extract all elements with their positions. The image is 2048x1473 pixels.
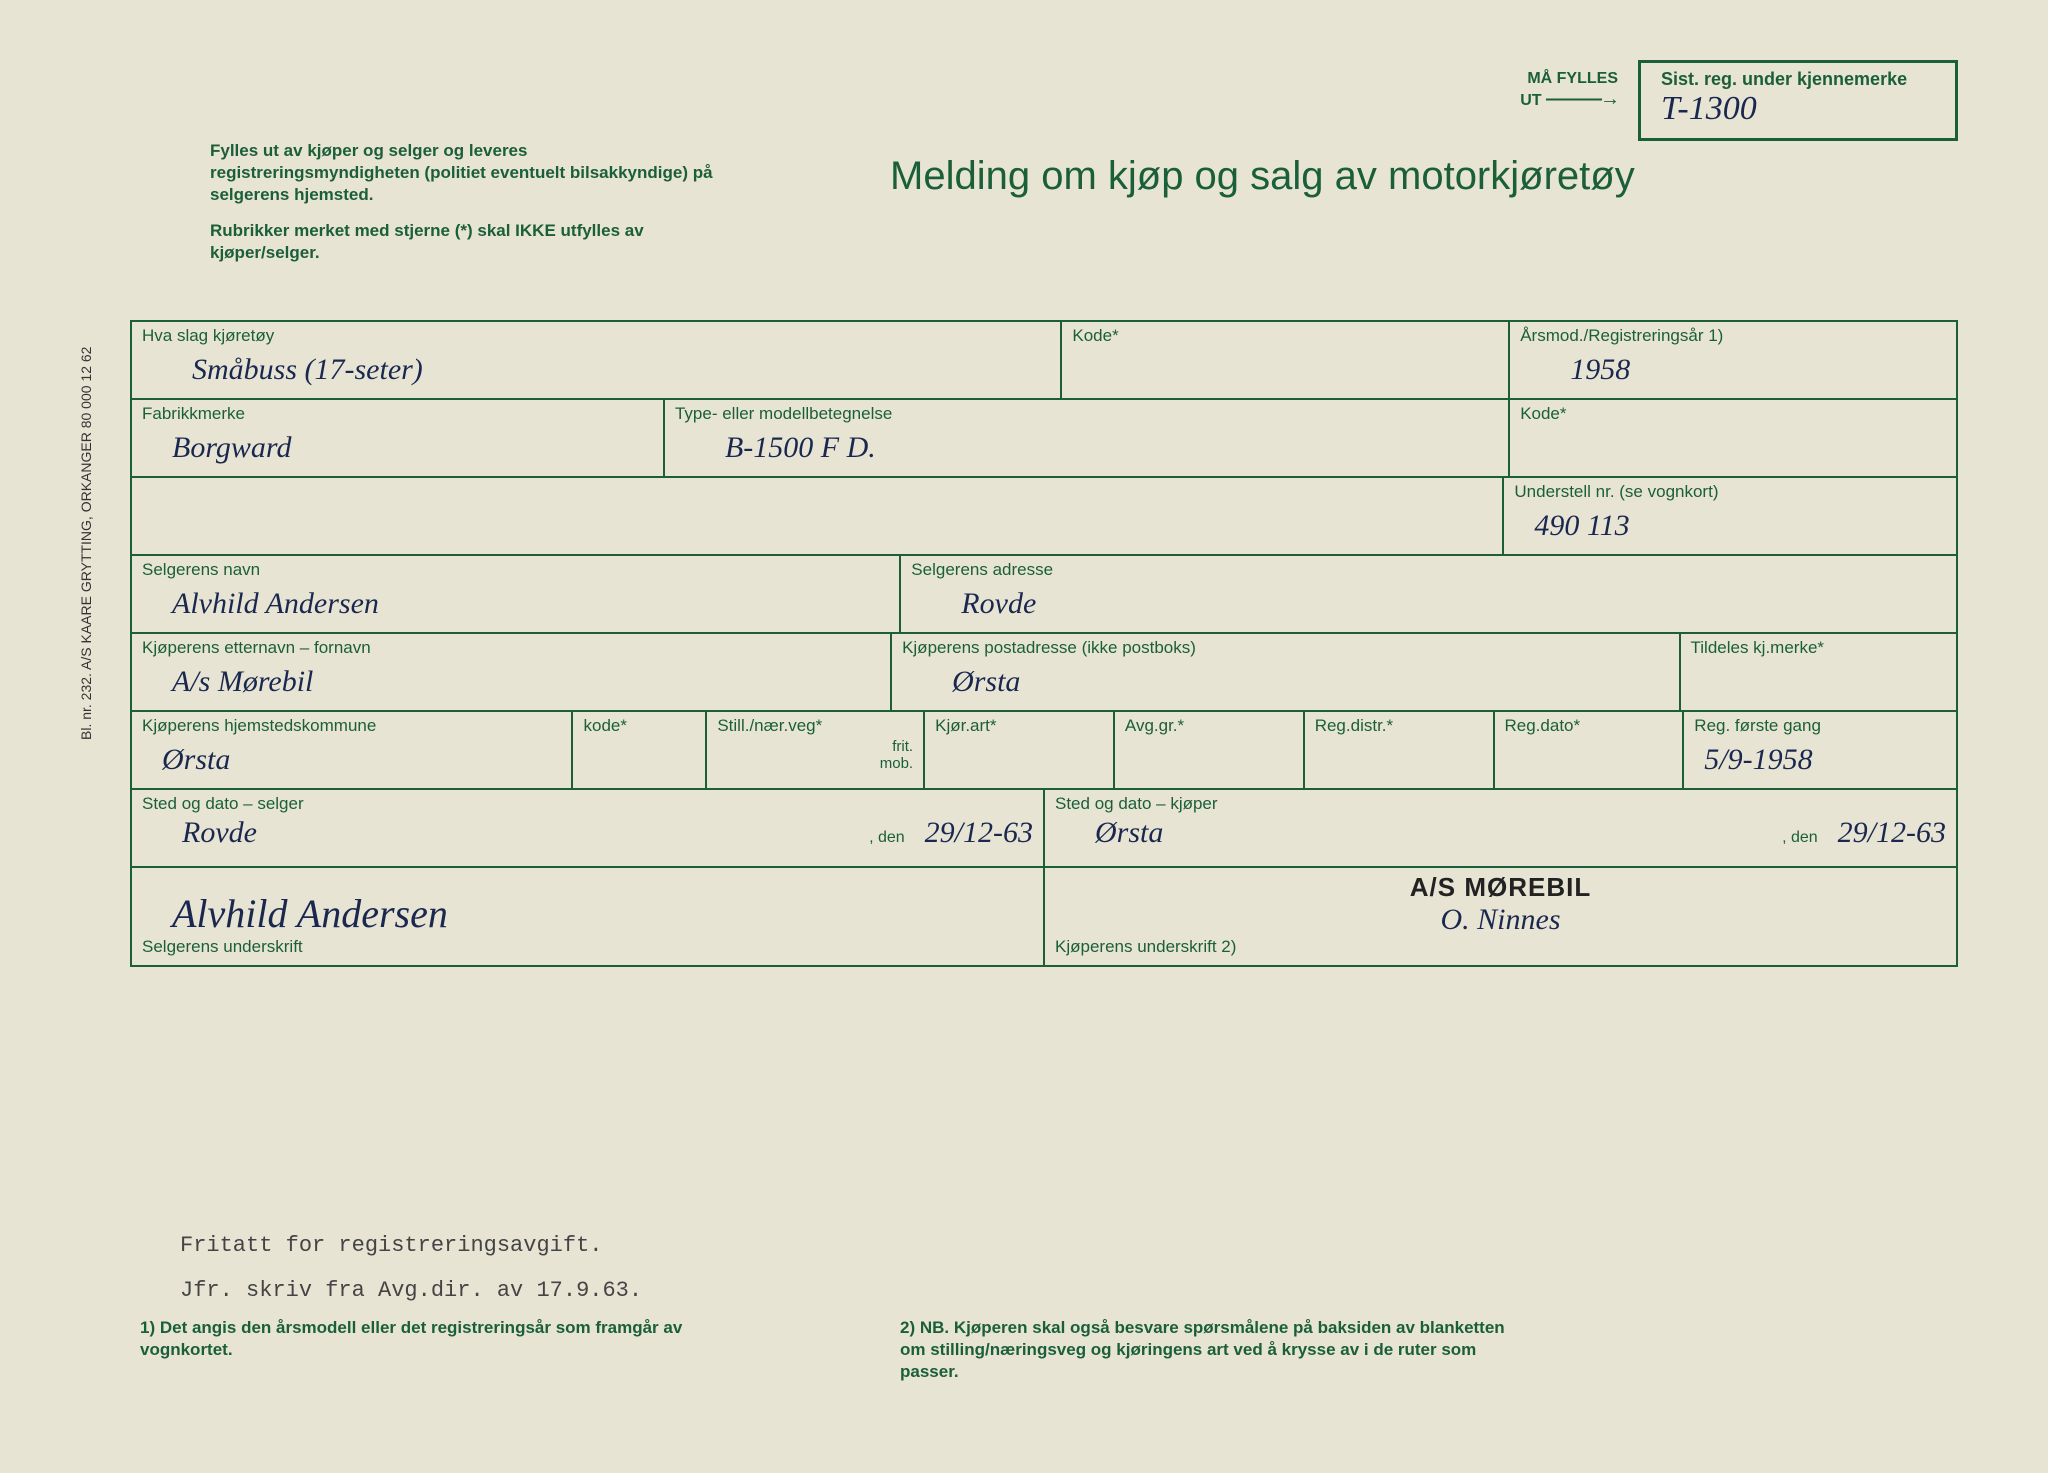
typed-overlay: Fritatt for registreringsavgift. Jfr. sk… (180, 1233, 642, 1303)
cell-kjorart: Kjør.art* (925, 712, 1115, 788)
label-fabrikkmerke: Fabrikkmerke (142, 404, 653, 424)
label-kjorart: Kjør.art* (935, 716, 1103, 736)
footnote-2: 2) NB. Kjøperen skal også besvare spørsm… (900, 1317, 1520, 1383)
instruction-p1: Fylles ut av kjøper og selger og leveres… (210, 140, 730, 206)
value-hjemsted: Ørsta (162, 743, 230, 777)
row-make: Fabrikkmerke Borgward Type- eller modell… (132, 400, 1956, 478)
label-regdistr: Reg.distr.* (1315, 716, 1483, 736)
ut-text: UT (1520, 92, 1541, 109)
label-still: Still./nær.veg* (717, 716, 913, 736)
cell-blank-left (130, 478, 1504, 554)
den-selger: , den (869, 829, 905, 847)
value-fabrikkmerke: Borgward (172, 431, 291, 465)
label-hva-slag: Hva slag kjøretøy (142, 326, 1050, 346)
label-kode3: kode* (583, 716, 695, 736)
reg-box-value: T-1300 (1661, 90, 1915, 128)
registration-box: Sist. reg. under kjennemerke T-1300 (1638, 60, 1958, 141)
label-understell: Understell nr. (se vognkort) (1514, 482, 1946, 502)
cell-fabrikkmerke: Fabrikkmerke Borgward (132, 400, 665, 476)
cell-type: Type- eller modellbetegnelse B-1500 F D. (665, 400, 1510, 476)
cell-still: Still./nær.veg* frit. mob. (707, 712, 925, 788)
reg-box-label: Sist. reg. under kjennemerke (1661, 69, 1915, 90)
value-kjoper-sig: O. Ninnes (1441, 903, 1561, 936)
label-regforste: Reg. første gang (1694, 716, 1946, 736)
value-selger-navn: Alvhild Andersen (172, 587, 379, 621)
row-understell: Understell nr. (se vognkort) 490 113 (132, 478, 1956, 556)
row-kjoper: Kjøperens etternavn – fornavn A/s Mørebi… (132, 634, 1956, 712)
cell-kjoper-post: Kjøperens postadresse (ikke postboks) Ør… (892, 634, 1680, 710)
cell-kjoper-sig: A/S MØREBIL O. Ninnes Kjøperens underskr… (1045, 868, 1956, 965)
form-title: Melding om kjøp og salg av motorkjøretøy (890, 150, 1635, 202)
label-hjemsted: Kjøperens hjemstedskommune (142, 716, 561, 736)
value-arsmod: 1958 (1570, 353, 1630, 387)
value-regforste: 5/9-1958 (1704, 743, 1812, 777)
den-kjoper: , den (1782, 829, 1818, 847)
label-arsmod: Årsmod./Registreringsår 1) (1520, 326, 1946, 346)
value-sted-kjoper-date: 29/12-63 (1838, 816, 1946, 850)
label-still-sub: frit. mob. (717, 738, 913, 772)
label-avggr: Avg.gr.* (1125, 716, 1293, 736)
cell-arsmod: Årsmod./Registreringsår 1) 1958 (1510, 322, 1956, 398)
cell-sted-selger: Sted og dato – selger Rovde , den 29/12-… (132, 790, 1045, 866)
value-hva-slag: Småbuss (17-seter) (192, 353, 423, 387)
cell-understell: Understell nr. (se vognkort) 490 113 (1504, 478, 1956, 554)
label-kjoper-post: Kjøperens postadresse (ikke postboks) (902, 638, 1668, 658)
form-table: Hva slag kjøretøy Småbuss (17-seter) Kod… (130, 320, 1958, 967)
cell-selger-navn: Selgerens navn Alvhild Andersen (132, 556, 901, 632)
label-selger-sig: Selgerens underskrift (142, 937, 1033, 957)
typed-line2: Jfr. skriv fra Avg.dir. av 17.9.63. (180, 1278, 642, 1303)
cell-hjemsted: Kjøperens hjemstedskommune Ørsta (132, 712, 573, 788)
label-selger-adresse: Selgerens adresse (911, 560, 1946, 580)
label-tildeles: Tildeles kj.merke* (1691, 638, 1946, 658)
instructions: Fylles ut av kjøper og selger og leveres… (210, 140, 730, 264)
value-sted-kjoper-place: Ørsta (1095, 816, 1163, 850)
cell-kode2: Kode* (1510, 400, 1956, 476)
label-type: Type- eller modellbetegnelse (675, 404, 1498, 424)
row-details: Kjøperens hjemstedskommune Ørsta kode* S… (132, 712, 1956, 790)
label-kode2: Kode* (1520, 404, 1946, 424)
cell-regdato: Reg.dato* (1495, 712, 1685, 788)
ma-fylles-text: MÅ FYLLES (1527, 70, 1618, 87)
value-kjoper-post: Ørsta (952, 665, 1020, 699)
row-signatures: Alvhild Andersen Selgerens underskrift A… (132, 868, 1956, 965)
row-vehicle-type: Hva slag kjøretøy Småbuss (17-seter) Kod… (132, 322, 1956, 400)
cell-regdistr: Reg.distr.* (1305, 712, 1495, 788)
label-sted-kjoper: Sted og dato – kjøper (1055, 794, 1946, 814)
value-selger-sig: Alvhild Andersen (172, 891, 448, 936)
cell-kode1: Kode* (1062, 322, 1510, 398)
label-selger-navn: Selgerens navn (142, 560, 889, 580)
side-print-info: Bl. nr. 232. A/S KAARE GRYTTING, ORKANGE… (78, 347, 94, 740)
value-type: B-1500 F D. (725, 431, 876, 465)
value-selger-adresse: Rovde (961, 587, 1036, 621)
value-kjoper-navn: A/s Mørebil (172, 665, 313, 699)
cell-kode3: kode* (573, 712, 707, 788)
cell-kjoper-navn: Kjøperens etternavn – fornavn A/s Mørebi… (132, 634, 892, 710)
instruction-p2: Rubrikker merket med stjerne (*) skal IK… (210, 220, 730, 264)
cell-sted-kjoper: Sted og dato – kjøper Ørsta , den 29/12-… (1045, 790, 1956, 866)
stamp-kjoper: A/S MØREBIL (1410, 872, 1591, 902)
cell-avggr: Avg.gr.* (1115, 712, 1305, 788)
value-understell: 490 113 (1534, 509, 1629, 543)
cell-hva-slag: Hva slag kjøretøy Småbuss (17-seter) (132, 322, 1062, 398)
label-kjoper-navn: Kjøperens etternavn – fornavn (142, 638, 880, 658)
cell-selger-sig: Alvhild Andersen Selgerens underskrift (132, 868, 1045, 965)
arrow-icon: ———→ (1546, 88, 1618, 110)
row-selger: Selgerens navn Alvhild Andersen Selgeren… (132, 556, 1956, 634)
value-sted-selger-date: 29/12-63 (925, 816, 1033, 850)
label-kjoper-sig: Kjøperens underskrift 2) (1055, 937, 1946, 957)
cell-regforste: Reg. første gang 5/9-1958 (1684, 712, 1956, 788)
footnote-1: 1) Det angis den årsmodell eller det reg… (140, 1317, 760, 1383)
ma-fylles-label: MÅ FYLLES UT ———→ (1520, 70, 1618, 111)
footnotes: 1) Det angis den årsmodell eller det reg… (140, 1317, 1928, 1383)
label-kode1: Kode* (1072, 326, 1498, 346)
form-document: MÅ FYLLES UT ———→ Sist. reg. under kjenn… (60, 40, 1988, 1433)
value-sted-selger-place: Rovde (182, 816, 257, 850)
cell-tildeles: Tildeles kj.merke* (1681, 634, 1956, 710)
label-sted-selger: Sted og dato – selger (142, 794, 1033, 814)
label-regdato: Reg.dato* (1505, 716, 1673, 736)
typed-line1: Fritatt for registreringsavgift. (180, 1233, 642, 1258)
cell-selger-adresse: Selgerens adresse Rovde (901, 556, 1956, 632)
row-sted-dato: Sted og dato – selger Rovde , den 29/12-… (132, 790, 1956, 868)
